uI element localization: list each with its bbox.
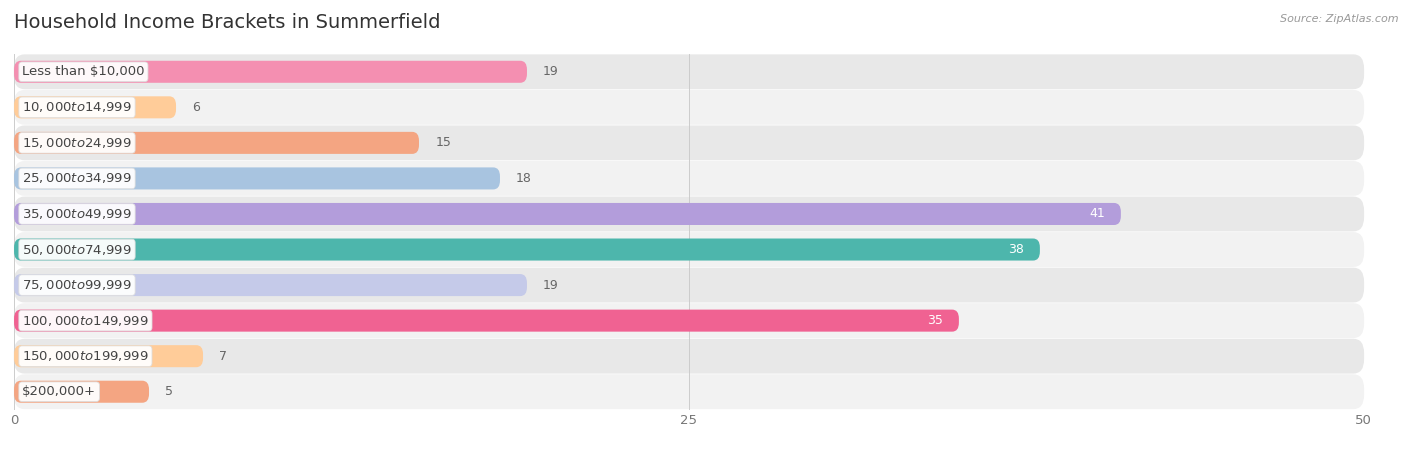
- Text: 38: 38: [1008, 243, 1024, 256]
- FancyBboxPatch shape: [14, 232, 1364, 267]
- Text: 15: 15: [436, 136, 451, 149]
- Text: $100,000 to $149,999: $100,000 to $149,999: [22, 314, 149, 328]
- Text: Household Income Brackets in Summerfield: Household Income Brackets in Summerfield: [14, 14, 440, 32]
- Text: $75,000 to $99,999: $75,000 to $99,999: [22, 278, 132, 292]
- FancyBboxPatch shape: [14, 132, 419, 154]
- Text: $200,000+: $200,000+: [22, 385, 96, 398]
- FancyBboxPatch shape: [14, 161, 1364, 196]
- FancyBboxPatch shape: [14, 90, 1364, 125]
- Text: 19: 19: [543, 65, 560, 78]
- FancyBboxPatch shape: [14, 54, 1364, 89]
- FancyBboxPatch shape: [14, 61, 527, 83]
- FancyBboxPatch shape: [14, 303, 1364, 338]
- Text: Less than $10,000: Less than $10,000: [22, 65, 145, 78]
- Text: Source: ZipAtlas.com: Source: ZipAtlas.com: [1281, 14, 1399, 23]
- Text: $15,000 to $24,999: $15,000 to $24,999: [22, 136, 132, 150]
- Text: 41: 41: [1088, 207, 1105, 220]
- FancyBboxPatch shape: [14, 381, 149, 403]
- Text: $50,000 to $74,999: $50,000 to $74,999: [22, 243, 132, 256]
- Text: 19: 19: [543, 279, 560, 292]
- FancyBboxPatch shape: [14, 96, 176, 118]
- FancyBboxPatch shape: [14, 268, 1364, 302]
- Text: $10,000 to $14,999: $10,000 to $14,999: [22, 100, 132, 114]
- Text: $25,000 to $34,999: $25,000 to $34,999: [22, 171, 132, 185]
- Text: 35: 35: [927, 314, 942, 327]
- FancyBboxPatch shape: [14, 345, 202, 367]
- Text: 6: 6: [193, 101, 200, 114]
- Text: 7: 7: [219, 350, 228, 363]
- Text: 5: 5: [166, 385, 173, 398]
- FancyBboxPatch shape: [14, 374, 1364, 409]
- FancyBboxPatch shape: [14, 310, 959, 332]
- Text: $150,000 to $199,999: $150,000 to $199,999: [22, 349, 149, 363]
- FancyBboxPatch shape: [14, 167, 501, 189]
- FancyBboxPatch shape: [14, 274, 527, 296]
- FancyBboxPatch shape: [14, 126, 1364, 160]
- FancyBboxPatch shape: [14, 197, 1364, 231]
- FancyBboxPatch shape: [14, 238, 1040, 261]
- Text: 18: 18: [516, 172, 531, 185]
- FancyBboxPatch shape: [14, 203, 1121, 225]
- FancyBboxPatch shape: [14, 339, 1364, 374]
- Text: $35,000 to $49,999: $35,000 to $49,999: [22, 207, 132, 221]
